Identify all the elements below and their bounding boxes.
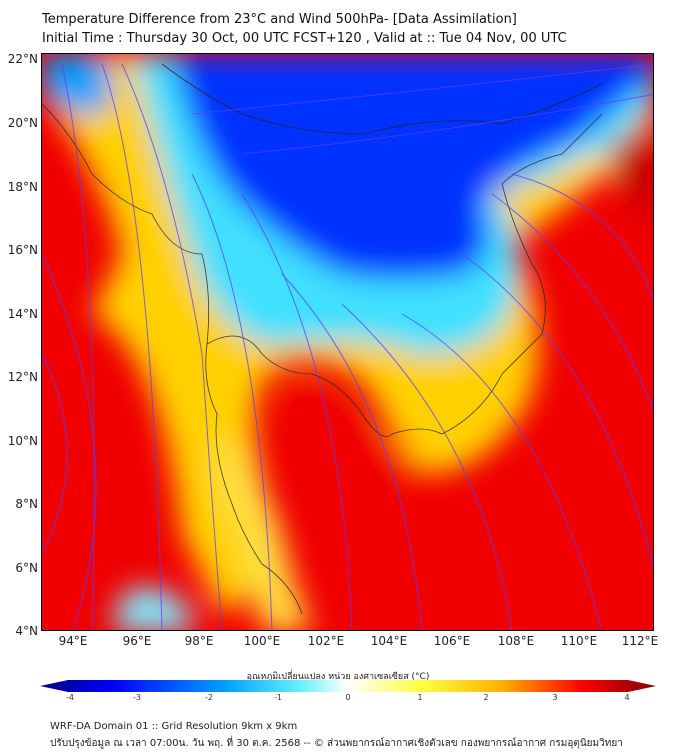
lon-label: 110°E — [560, 634, 598, 648]
colorbar-tick: 3 — [552, 693, 558, 702]
lat-label: 14°N — [7, 307, 38, 321]
lon-label: 108°E — [497, 634, 535, 648]
lat-label: 18°N — [7, 180, 38, 194]
lon-label: 100°E — [243, 634, 281, 648]
lat-label: 20°N — [7, 116, 38, 130]
lon-label: 98°E — [184, 634, 214, 648]
temperature-field — [42, 54, 653, 630]
lat-label: 12°N — [7, 370, 38, 384]
lat-label: 16°N — [7, 243, 38, 257]
figure-title: Temperature Difference from 23°C and Win… — [42, 12, 517, 27]
lon-label: 112°E — [621, 634, 659, 648]
figure-subtitle: Initial Time : Thursday 30 Oct, 00 UTC F… — [42, 31, 567, 46]
colorbar — [40, 680, 656, 692]
colorbar-tick: -3 — [133, 693, 141, 702]
colorbar-tick: -2 — [205, 693, 213, 702]
temperature-map[interactable] — [41, 53, 654, 631]
lat-label: 6°N — [15, 561, 38, 575]
lat-label: 8°N — [15, 497, 38, 511]
colorbar-tick: -1 — [274, 693, 282, 702]
colorbar-tick: 4 — [624, 693, 630, 702]
lon-label: 94°E — [58, 634, 88, 648]
lon-label: 102°E — [307, 634, 345, 648]
lat-label: 10°N — [7, 434, 38, 448]
lon-label: 104°E — [370, 634, 408, 648]
colorbar-tick: 0 — [345, 693, 351, 702]
lon-label: 106°E — [433, 634, 471, 648]
lon-label: 96°E — [122, 634, 152, 648]
lat-label: 4°N — [15, 624, 38, 638]
footer-model-info: WRF-DA Domain 01 :: Grid Resolution 9km … — [50, 721, 298, 732]
footer-credit: ปรับปรุงข้อมูล ณ เวลา 07:00น. วัน พฤ. ที… — [50, 738, 623, 749]
colorbar-label: อุณหภูมิเปลี่ยนแปลง หน่วย องศาเซลเซียส (… — [246, 672, 430, 682]
colorbar-tick: 2 — [483, 693, 489, 702]
colorbar-tick: 1 — [417, 693, 423, 702]
colorbar-tick: -4 — [66, 693, 74, 702]
lat-label: 22°N — [7, 52, 38, 66]
